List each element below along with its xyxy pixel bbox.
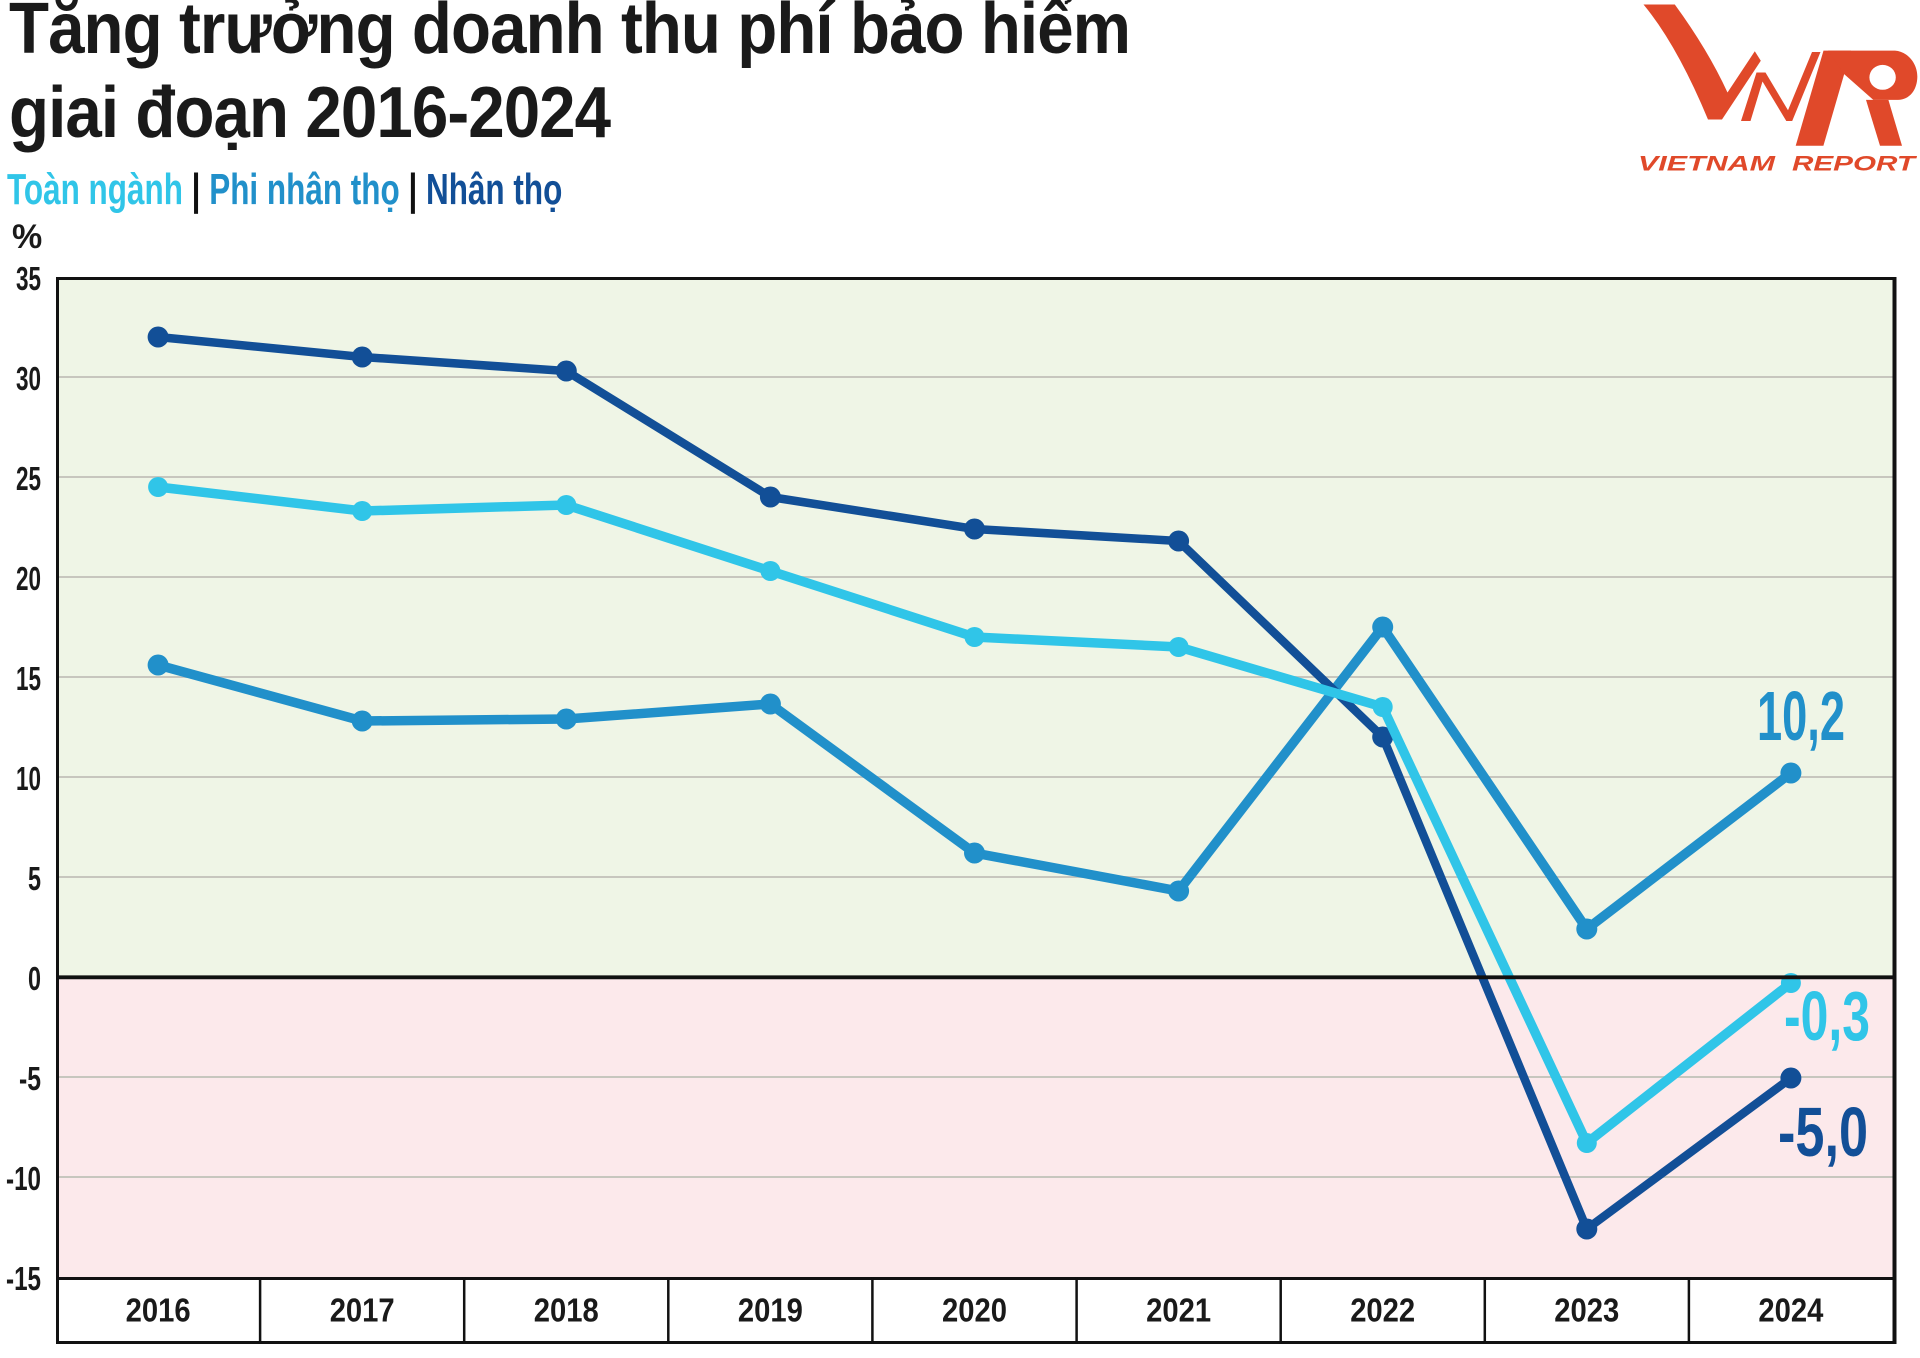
svg-text:-5: -5 [19, 1060, 41, 1097]
svg-text:2016: 2016 [126, 1292, 191, 1329]
svg-text:15: 15 [16, 660, 41, 697]
svg-text:2020: 2020 [942, 1292, 1007, 1329]
svg-text:2019: 2019 [738, 1292, 803, 1329]
svg-text:-5,0: -5,0 [1778, 1093, 1868, 1171]
svg-text:0: 0 [28, 960, 41, 997]
svg-text:REPORT: REPORT [1792, 153, 1918, 176]
svg-text:20: 20 [16, 560, 41, 597]
svg-text:2021: 2021 [1146, 1292, 1211, 1329]
svg-text:5: 5 [28, 860, 41, 897]
svg-text:2017: 2017 [330, 1292, 395, 1329]
svg-text:-10: -10 [6, 1160, 41, 1197]
svg-text:35: 35 [16, 260, 41, 297]
svg-text:VIETNAM: VIETNAM [1638, 153, 1776, 176]
svg-text:2022: 2022 [1350, 1292, 1415, 1329]
svg-text:10,2: 10,2 [1757, 677, 1845, 755]
svg-text:2024: 2024 [1758, 1292, 1824, 1329]
svg-text:2023: 2023 [1554, 1292, 1619, 1329]
svg-text:-15: -15 [6, 1260, 41, 1297]
svg-text:2018: 2018 [534, 1292, 599, 1329]
svg-text:25: 25 [16, 460, 41, 497]
svg-text:10: 10 [16, 760, 41, 797]
svg-text:30: 30 [16, 360, 41, 397]
svg-text:-0,3: -0,3 [1784, 977, 1870, 1055]
